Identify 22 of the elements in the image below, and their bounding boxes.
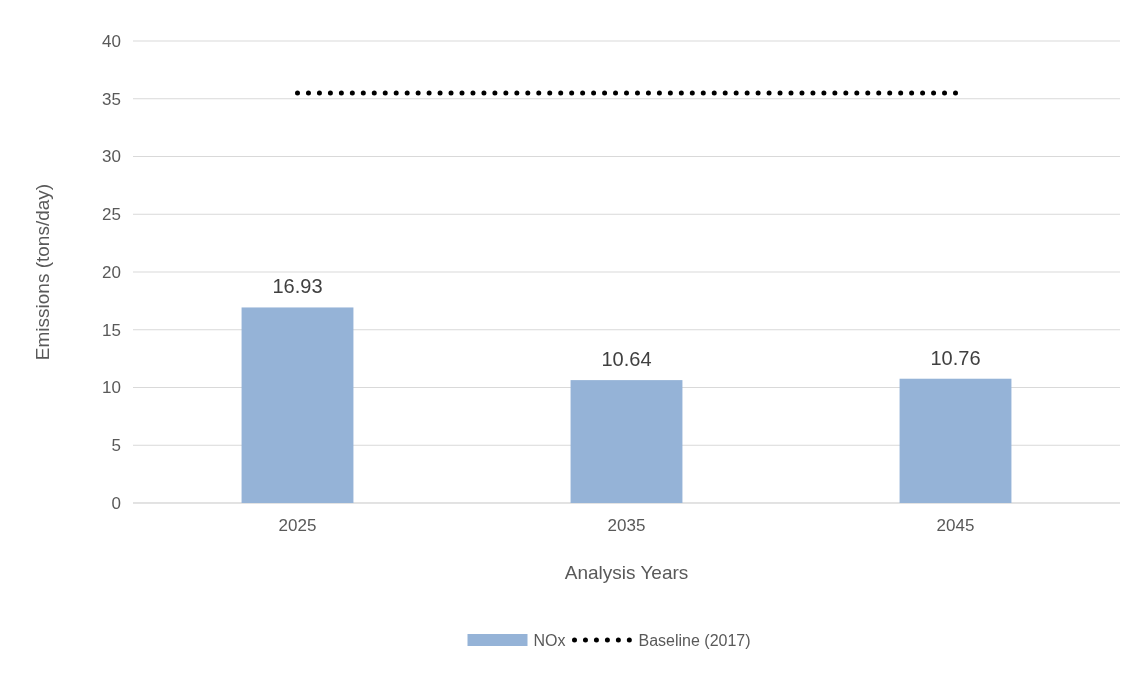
y-tick-label: 15 [102, 320, 121, 340]
y-tick-label: 20 [102, 262, 121, 282]
y-tick-label: 40 [102, 31, 121, 51]
x-tick-label: 2045 [936, 516, 975, 535]
y-tick-label: 10 [102, 378, 121, 398]
x-tick-label: 2025 [278, 516, 317, 535]
data-label: 10.76 [930, 346, 981, 369]
bar [241, 307, 354, 503]
x-axis-title: Analysis Years [564, 562, 689, 583]
y-tick-label: 5 [111, 436, 121, 456]
y-tick-label: 0 [111, 493, 121, 513]
data-label: 16.93 [272, 275, 323, 298]
bar [899, 378, 1012, 503]
data-label: 10.64 [601, 348, 652, 371]
x-tick-label: 2035 [607, 516, 646, 535]
y-tick-label: 35 [102, 89, 121, 109]
y-tick-label: 25 [102, 205, 121, 225]
bar [570, 380, 683, 503]
legend-label: NOx [533, 631, 566, 649]
y-axis-title: Emissions (tons/day) [32, 183, 53, 361]
legend-label: Baseline (2017) [638, 631, 751, 649]
y-tick-label: 30 [102, 147, 121, 167]
